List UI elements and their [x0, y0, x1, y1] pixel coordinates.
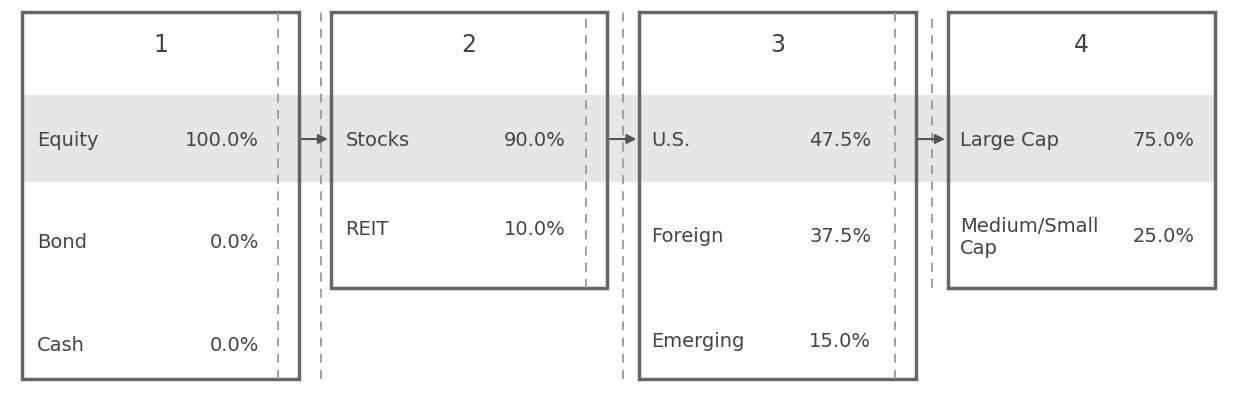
Text: 100.0%: 100.0%	[185, 131, 259, 150]
Text: 90.0%: 90.0%	[503, 131, 565, 150]
Text: Emerging: Emerging	[652, 332, 745, 351]
Text: U.S.: U.S.	[652, 131, 691, 150]
Text: 4: 4	[1074, 34, 1088, 57]
Text: Stocks: Stocks	[346, 131, 410, 150]
Text: 47.5%: 47.5%	[810, 131, 871, 150]
Text: Large Cap: Large Cap	[960, 131, 1059, 150]
Text: 0.0%: 0.0%	[210, 233, 259, 252]
Bar	[22, 12, 299, 379]
Bar	[639, 12, 916, 379]
Text: Medium/Small
Cap: Medium/Small Cap	[960, 216, 1098, 258]
Bar	[331, 12, 607, 288]
Text: 25.0%: 25.0%	[1133, 228, 1195, 246]
Text: 75.0%: 75.0%	[1133, 131, 1195, 150]
Text: Bond: Bond	[37, 233, 88, 252]
Text: 3: 3	[770, 34, 785, 57]
Text: REIT: REIT	[346, 220, 389, 239]
Text: 0.0%: 0.0%	[210, 336, 259, 355]
Text: 1: 1	[153, 34, 168, 57]
Text: 10.0%: 10.0%	[503, 220, 565, 239]
Text: 2: 2	[462, 34, 476, 57]
Text: Equity: Equity	[37, 131, 99, 150]
Text: Foreign: Foreign	[652, 228, 724, 246]
Bar	[948, 12, 1215, 288]
Text: 37.5%: 37.5%	[810, 228, 871, 246]
Bar	[22, 95, 1215, 182]
Text: 15.0%: 15.0%	[810, 332, 871, 351]
Text: Cash: Cash	[37, 336, 85, 355]
